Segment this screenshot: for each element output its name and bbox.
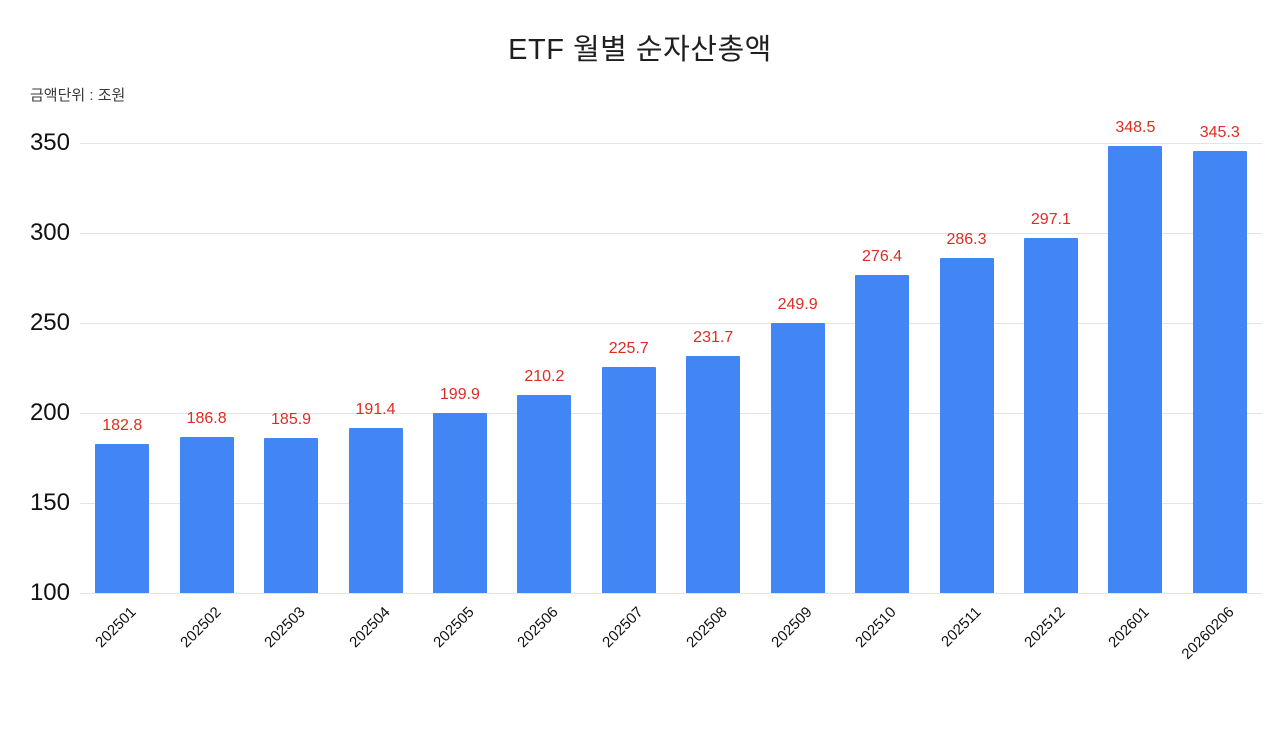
bar-202511 [939, 257, 994, 593]
bar-202503 [264, 438, 319, 593]
bar-value-label-202601: 348.5 [1115, 118, 1156, 136]
y-axis-tick-label: 350 [29, 129, 70, 156]
bar-202501 [95, 443, 150, 593]
gridline-150 [80, 503, 1262, 504]
bar-202502 [179, 436, 234, 593]
bar-value-label-202501: 182.8 [102, 416, 143, 434]
bar-value-label-202502: 186.8 [186, 409, 227, 427]
plot-area: 182.8 186.8 185.9 191.4 199.9 210.2 225.7 231.7… [80, 119, 1262, 663]
bar-202504 [348, 428, 403, 593]
bar-value-label-202509: 249.9 [777, 296, 818, 314]
bar-202505 [432, 413, 487, 593]
bar-value-label-202505: 199.9 [439, 386, 480, 404]
y-axis-tick-label: 150 [29, 489, 70, 516]
bar-202506 [517, 394, 572, 593]
bar-value-label-202507: 225.7 [608, 339, 649, 357]
bar-value-label-202508: 231.7 [693, 328, 734, 346]
y-axis-tick-label: 300 [29, 219, 70, 246]
bar-value-label-202510: 276.4 [862, 248, 903, 266]
bar-202601 [1108, 145, 1163, 593]
bar-value-label-202503: 185.9 [271, 411, 312, 429]
bar-value-label-202506: 210.2 [524, 367, 565, 385]
chart-unit-note: 금액단위 : 조원 [30, 87, 126, 104]
bar-value-label-202504: 191.4 [355, 401, 396, 419]
bar-202507 [601, 366, 656, 593]
y-axis: 350 300 250 200 150 100 [0, 129, 70, 606]
gridline-100 [80, 593, 1262, 594]
bar-202508 [686, 355, 741, 593]
bar-value-label-202511: 286.3 [946, 230, 987, 248]
bar-value-label-202512: 297.1 [1030, 211, 1071, 229]
gridline-250 [80, 323, 1262, 324]
y-axis-tick-label: 250 [29, 309, 70, 336]
bar-value-label-20260206: 345.3 [1199, 124, 1240, 142]
gridline-350 [80, 143, 1262, 144]
bar-20260206 [1192, 151, 1247, 593]
bar-202510 [855, 275, 910, 593]
y-axis-tick-label: 200 [29, 399, 70, 426]
y-axis-tick-label: 100 [29, 579, 70, 606]
bar-202512 [1023, 238, 1078, 593]
x-axis: 202501 202502 202503 202504 202505 202506 2025… [80, 593, 1262, 688]
chart-title: ETF 월별 순자산총액 [508, 34, 772, 66]
gridline-300 [80, 233, 1262, 234]
gridline-200 [80, 413, 1262, 414]
bar-202509 [770, 323, 825, 593]
